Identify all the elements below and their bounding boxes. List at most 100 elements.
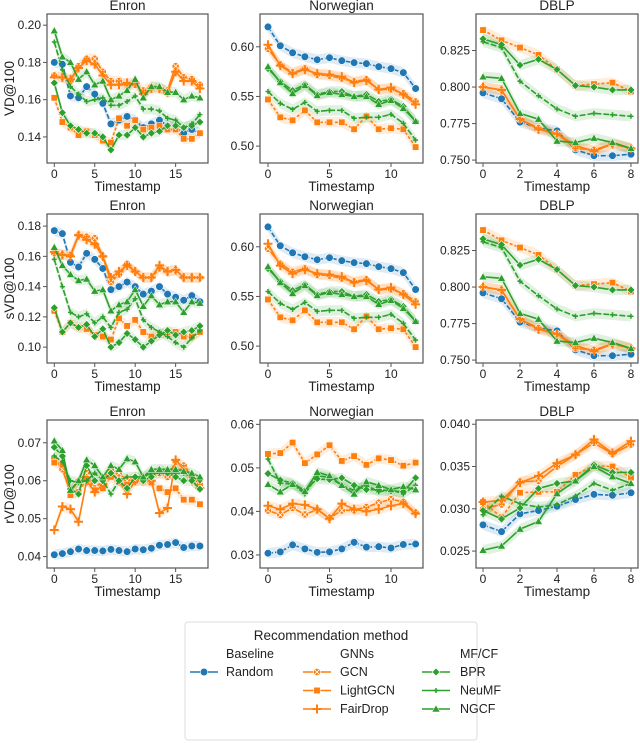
point-neumf-12	[413, 337, 419, 343]
point-lightgcn-6	[338, 118, 346, 126]
point-ngcf-1	[57, 445, 67, 454]
legend-item-neumf: NeuMF	[422, 684, 501, 698]
y-tick-label: 0.03	[231, 548, 255, 562]
point-neumf-6	[339, 107, 345, 113]
point-fairdrop-17	[187, 273, 197, 283]
point-ngcf-2	[288, 288, 298, 297]
point-fairdrop-1	[57, 502, 67, 512]
point-ngcf-9	[374, 99, 384, 108]
point-fairdrop-5	[90, 59, 100, 69]
point-neumf-1	[59, 284, 65, 290]
marker-x	[92, 56, 98, 62]
point-random-7	[350, 258, 359, 267]
point-ngcf-2	[515, 308, 525, 317]
legend-label: FairDrop	[340, 702, 389, 716]
y-tick-label: 0.07	[18, 436, 42, 450]
point-lightgcn-0	[479, 226, 487, 234]
point-ngcf-0	[478, 72, 488, 81]
x-axis-label: Timestamp	[308, 584, 374, 599]
point-neumf-2	[517, 501, 523, 507]
point-ngcf-6	[337, 89, 347, 98]
point-neumf-10	[132, 474, 138, 480]
marker-x	[376, 500, 382, 506]
x-tick-label: 2	[517, 367, 524, 381]
point-ngcf-8	[361, 477, 371, 486]
point-ngcf-10	[386, 95, 396, 104]
point-fairdrop-8	[114, 80, 124, 90]
point-ngcf-2	[515, 524, 525, 533]
point-neumf-11	[400, 320, 406, 326]
marker-x	[314, 669, 320, 675]
point-fairdrop-3	[300, 265, 310, 275]
point-bpr-16	[179, 327, 189, 337]
point-bpr-8	[626, 85, 636, 95]
point-random-0	[263, 222, 273, 232]
point-bpr-5	[90, 128, 100, 138]
point-fairdrop-5	[325, 70, 335, 80]
point-random-7	[106, 285, 116, 294]
point-fairdrop-6	[337, 499, 347, 509]
point-ngcf-10	[386, 295, 396, 304]
x-axis-label: Timestamp	[524, 179, 590, 194]
legend-group-header: GNNs	[340, 647, 374, 661]
point-ngcf-8	[626, 143, 636, 152]
point-random-8	[114, 546, 124, 555]
plot-area	[49, 225, 205, 353]
point-ngcf-0	[263, 479, 273, 488]
point-neumf-11	[400, 491, 406, 497]
legend-marker-fairdrop	[312, 704, 322, 714]
point-lightgcn-3	[301, 106, 309, 114]
x-tick-label: 4	[554, 572, 561, 586]
point-fairdrop-8	[361, 76, 371, 86]
point-bpr-8	[626, 285, 636, 295]
point-random-4	[313, 55, 322, 64]
point-neumf-1	[59, 67, 65, 73]
x-tick-label: 0	[265, 367, 272, 381]
point-fairdrop-13	[154, 260, 164, 270]
point-bpr-8	[114, 130, 124, 140]
point-neumf-9	[124, 474, 130, 480]
point-random-9	[122, 112, 132, 121]
point-neumf-8	[363, 114, 369, 120]
x-tick-label: 2	[517, 572, 524, 586]
point-ngcf-11	[398, 482, 408, 490]
point-random-0	[263, 22, 273, 32]
point-ngcf-4	[82, 274, 92, 283]
x-tick-label: 6	[591, 367, 598, 381]
x-tick-label: 5	[326, 367, 333, 381]
point-fairdrop-11	[138, 273, 148, 283]
plot-frame	[46, 213, 209, 364]
point-neumf-2	[290, 106, 296, 112]
point-random-10	[131, 544, 140, 554]
point-random-11	[399, 268, 408, 277]
point-fairdrop-1	[275, 261, 285, 271]
series-bpr	[49, 303, 205, 352]
point-neumf-5	[327, 107, 333, 113]
point-fairdrop-0	[478, 497, 488, 507]
point-ngcf-12	[411, 485, 421, 493]
point-bpr-7	[106, 468, 116, 478]
point-random-12	[411, 285, 420, 294]
point-ngcf-2	[515, 108, 525, 117]
point-ngcf-2	[288, 88, 298, 97]
point-fairdrop-8	[114, 266, 124, 276]
y-axis-label: VD@100	[2, 61, 17, 116]
point-ngcf-5	[90, 286, 100, 295]
point-ngcf-18	[195, 472, 205, 481]
point-ngcf-5	[325, 87, 334, 96]
point-random-8	[114, 282, 124, 291]
point-fairdrop-8	[361, 506, 371, 516]
point-neumf-1	[499, 493, 505, 499]
point-bpr-1	[57, 108, 67, 118]
point-neumf-0	[51, 256, 57, 262]
point-ngcf-0	[49, 242, 59, 251]
point-fairdrop-18	[195, 273, 205, 283]
point-random-1	[276, 547, 285, 556]
point-bpr-7	[608, 85, 617, 95]
y-tick-label: 0.05	[18, 512, 42, 526]
point-ngcf-5	[90, 461, 100, 469]
y-tick-label: 0.800	[440, 280, 470, 294]
y-tick-label: 0.14	[18, 130, 42, 144]
point-ngcf-4	[552, 136, 562, 145]
